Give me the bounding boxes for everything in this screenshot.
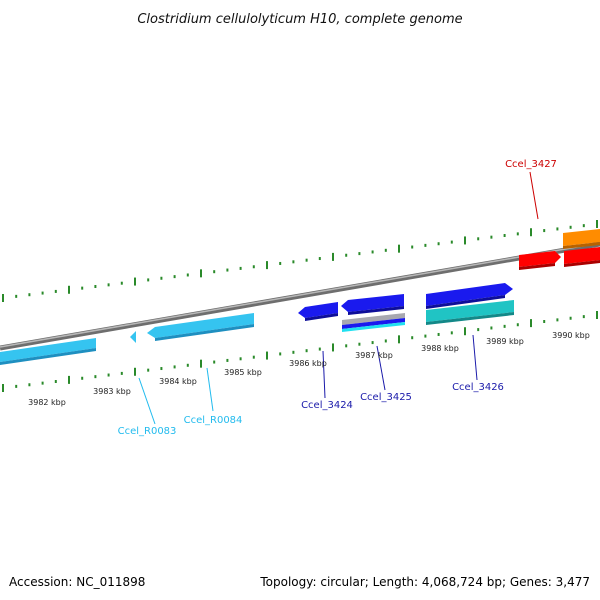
label-leaders bbox=[138, 171, 539, 425]
kbp-label-3989: 3989 kbp bbox=[486, 337, 524, 346]
gene-label-3425[interactable]: Ccel_3425 bbox=[360, 392, 412, 403]
kbp-label-3985: 3985 kbp bbox=[224, 368, 262, 377]
kbp-label-3983: 3983 kbp bbox=[93, 387, 131, 396]
kbp-label-3990: 3990 kbp bbox=[552, 331, 590, 340]
kbp-label-3982: 3982 kbp bbox=[28, 398, 66, 407]
topology-text: Topology: circular; Length: 4,068,724 bp… bbox=[259, 575, 590, 589]
accession-text: Accession: NC_011898 bbox=[9, 575, 145, 589]
cds-gene-3424[interactable] bbox=[298, 302, 338, 321]
cds-gene-3427[interactable] bbox=[519, 247, 600, 270]
kbp-label-3984: 3984 kbp bbox=[159, 377, 197, 386]
gene-label-3424[interactable]: Ccel_3424 bbox=[301, 400, 353, 411]
cds-gene-3425[interactable] bbox=[341, 294, 405, 332]
upper-tick-row bbox=[2, 220, 598, 302]
lower-tick-row bbox=[2, 311, 598, 392]
rna-gene-r0083-small[interactable] bbox=[130, 331, 136, 343]
rna-gene-r0084[interactable] bbox=[147, 313, 254, 341]
gene-label-3427[interactable]: Ccel_3427 bbox=[505, 159, 557, 170]
kbp-label-3987: 3987 kbp bbox=[355, 351, 393, 360]
gene-label-r0083[interactable]: Ccel_R0083 bbox=[118, 426, 177, 437]
kbp-label-3988: 3988 kbp bbox=[421, 344, 459, 353]
cds-gene-orange[interactable] bbox=[563, 229, 600, 249]
genome-backbone bbox=[0, 241, 600, 351]
gene-label-3426[interactable]: Ccel_3426 bbox=[452, 382, 504, 393]
map-title: Clostridium cellulolyticum H10, complete… bbox=[137, 12, 462, 27]
gene-label-r0084[interactable]: Ccel_R0084 bbox=[184, 415, 243, 426]
cds-gene-3426[interactable] bbox=[426, 283, 514, 325]
kbp-label-3986: 3986 kbp bbox=[289, 359, 327, 368]
rna-gene-r0083[interactable] bbox=[0, 338, 96, 365]
